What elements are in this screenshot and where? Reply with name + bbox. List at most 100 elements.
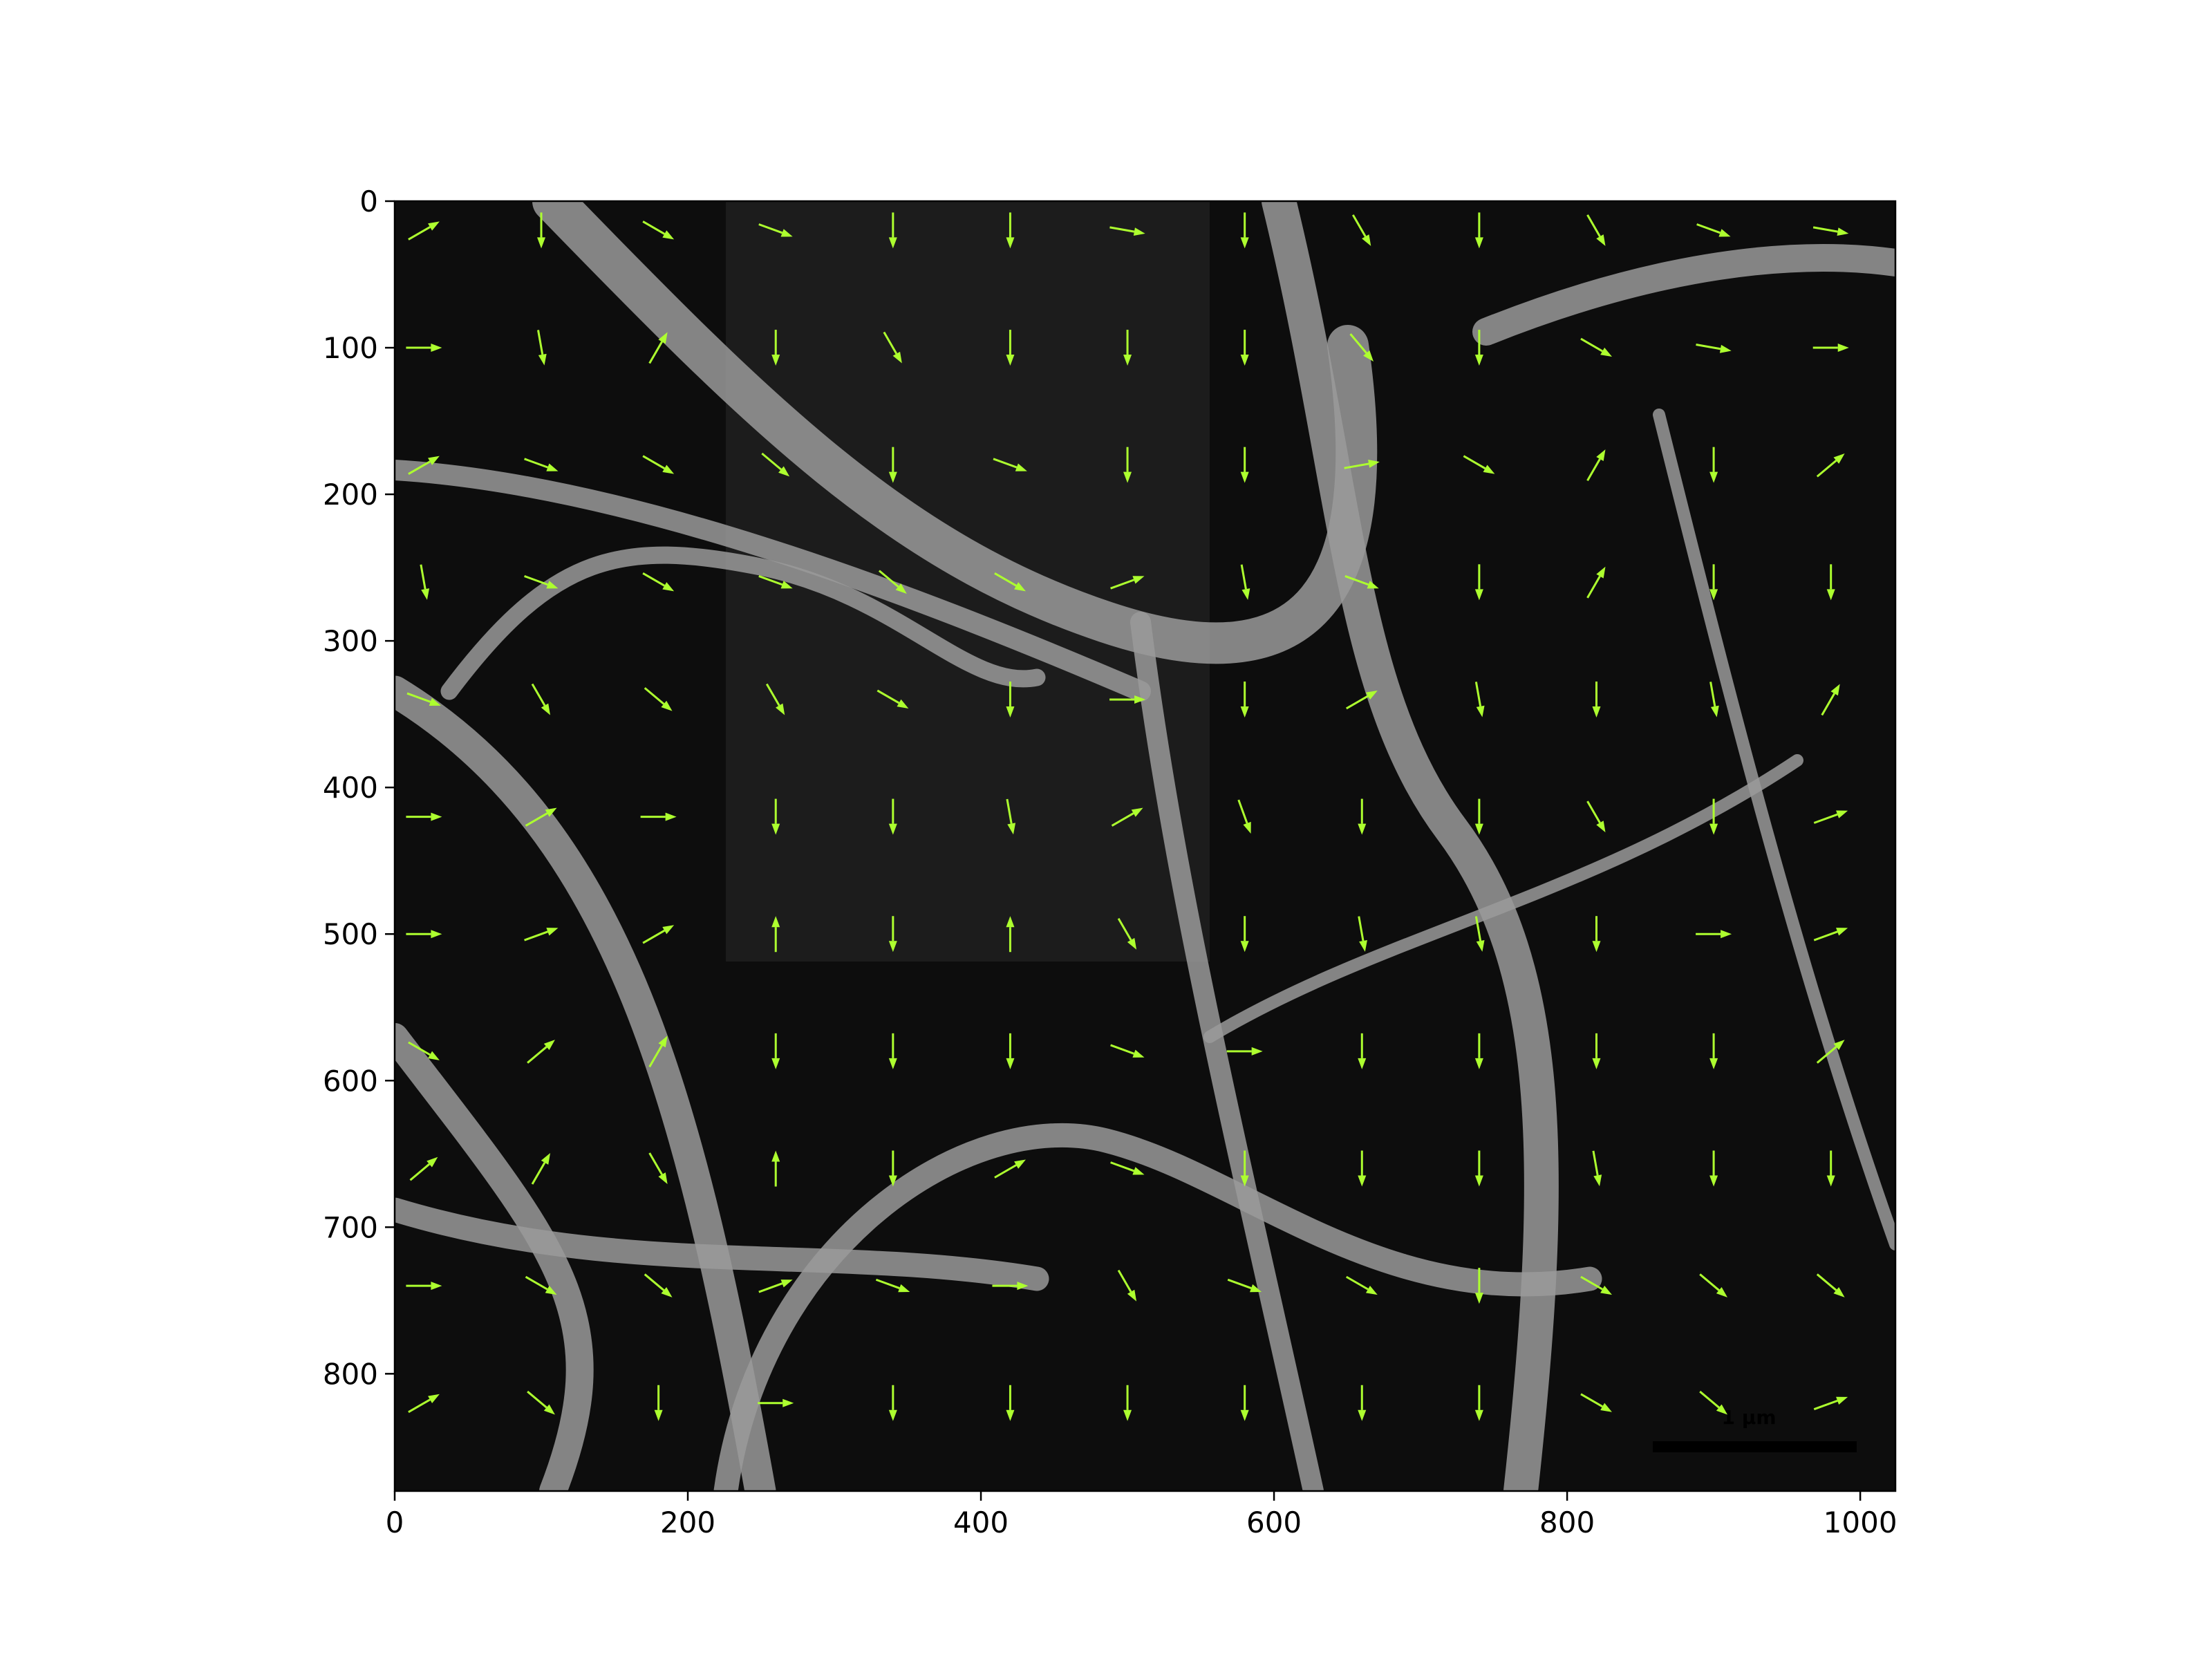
arrow bbox=[1474, 330, 1483, 366]
arrow bbox=[1349, 333, 1374, 362]
arrow-head bbox=[658, 1172, 668, 1185]
arrow bbox=[888, 916, 897, 953]
arrow-shaft bbox=[994, 572, 1017, 587]
arrow-head bbox=[658, 1035, 668, 1048]
arrow-shaft bbox=[1586, 575, 1601, 599]
arrow-head bbox=[1592, 1058, 1601, 1069]
arrow-shaft bbox=[1696, 223, 1721, 234]
arrow-head bbox=[892, 351, 902, 364]
arrow bbox=[875, 1278, 910, 1293]
arrow-head bbox=[1826, 1175, 1835, 1187]
arrow-head bbox=[1127, 937, 1137, 950]
arrow-shaft bbox=[406, 692, 431, 703]
arrow bbox=[640, 812, 677, 821]
arrow-shaft bbox=[408, 226, 431, 241]
arrow-head bbox=[771, 916, 780, 928]
arrow bbox=[642, 455, 675, 474]
arrow bbox=[1709, 798, 1718, 835]
arrow-head bbox=[541, 1152, 551, 1165]
arrow bbox=[765, 683, 785, 715]
arrow bbox=[1240, 330, 1249, 366]
arrow-head bbox=[778, 466, 790, 477]
arrow-head bbox=[771, 823, 780, 835]
arrow bbox=[1117, 917, 1137, 950]
arrow-head bbox=[665, 812, 677, 821]
arrow bbox=[1109, 695, 1146, 704]
arrow-head bbox=[1596, 449, 1606, 462]
y-tick-label: 100 bbox=[323, 331, 378, 365]
arrow-head bbox=[1240, 471, 1249, 483]
arrow-head bbox=[776, 703, 785, 715]
arrow bbox=[1709, 1150, 1718, 1187]
arrow-head bbox=[662, 582, 675, 592]
arrow bbox=[1358, 916, 1367, 952]
quiver-layer bbox=[406, 212, 1849, 1421]
arrow-shaft bbox=[1580, 337, 1603, 353]
arrow bbox=[642, 572, 675, 592]
arrow-shaft bbox=[1240, 564, 1247, 590]
arrow bbox=[771, 798, 780, 835]
arrow bbox=[1351, 214, 1371, 246]
arrow-shaft bbox=[648, 1152, 663, 1175]
arrow-head bbox=[1837, 227, 1849, 236]
arrow bbox=[1816, 1040, 1845, 1064]
arrow-head bbox=[1132, 1049, 1145, 1058]
arrow bbox=[531, 683, 551, 715]
arrow bbox=[1709, 447, 1718, 483]
arrow-head bbox=[888, 237, 897, 249]
arrow-head bbox=[1476, 705, 1485, 718]
arrow-head bbox=[1710, 705, 1719, 718]
arrow bbox=[771, 1150, 780, 1187]
x-tick-label: 1000 bbox=[1824, 1506, 1897, 1539]
y-tick-label: 200 bbox=[323, 478, 378, 512]
arrow bbox=[1474, 1150, 1483, 1187]
arrow-head bbox=[428, 456, 440, 465]
arrow bbox=[994, 572, 1026, 592]
arrow bbox=[406, 812, 442, 821]
arrow-shaft bbox=[1109, 226, 1135, 233]
arrow-shaft bbox=[765, 683, 780, 706]
arrow-head bbox=[1014, 582, 1026, 592]
y-tick-label: 0 bbox=[359, 185, 378, 218]
arrow bbox=[1474, 682, 1485, 718]
arrow-head bbox=[1836, 928, 1848, 936]
arrow bbox=[1006, 681, 1015, 718]
arrow-shaft bbox=[1349, 333, 1367, 354]
arrow bbox=[654, 1385, 663, 1421]
arrow-shaft bbox=[1821, 693, 1836, 716]
arrow-head bbox=[1709, 1175, 1718, 1187]
arrow bbox=[1826, 1150, 1835, 1187]
arrow bbox=[1592, 1033, 1601, 1069]
arrow-head bbox=[1006, 706, 1015, 718]
arrow-head bbox=[543, 1404, 555, 1415]
arrow-head bbox=[1007, 823, 1016, 835]
arrow-head bbox=[1006, 1058, 1015, 1069]
arrow-shaft bbox=[1586, 458, 1601, 481]
arrow-shaft bbox=[408, 1398, 431, 1414]
arrow-shaft bbox=[878, 570, 899, 588]
arrow bbox=[537, 212, 546, 249]
arrow-head bbox=[662, 925, 675, 935]
arrow bbox=[1816, 453, 1845, 478]
y-tick-label: 300 bbox=[323, 624, 378, 658]
arrow-shaft bbox=[1586, 214, 1601, 237]
arrow bbox=[527, 1390, 555, 1415]
arrow bbox=[771, 916, 780, 953]
arrow bbox=[1240, 1150, 1249, 1187]
arrow-head bbox=[538, 353, 547, 366]
arrow bbox=[1117, 1269, 1137, 1302]
arrow-shaft bbox=[1592, 1150, 1599, 1176]
arrow-head bbox=[1132, 1167, 1145, 1175]
arrow-head bbox=[1483, 465, 1495, 474]
arrow-shaft bbox=[1816, 1273, 1837, 1291]
arrow bbox=[1474, 916, 1485, 952]
arrow-shaft bbox=[409, 1163, 431, 1181]
arrow bbox=[1358, 1150, 1367, 1187]
arrow-head bbox=[1134, 695, 1146, 704]
arrow bbox=[1240, 681, 1249, 718]
arrow-head bbox=[1132, 576, 1145, 584]
arrow-head bbox=[1709, 1058, 1718, 1069]
arrow-head bbox=[1358, 1409, 1367, 1421]
arrow bbox=[883, 331, 902, 364]
axes-frame bbox=[393, 200, 1897, 1492]
